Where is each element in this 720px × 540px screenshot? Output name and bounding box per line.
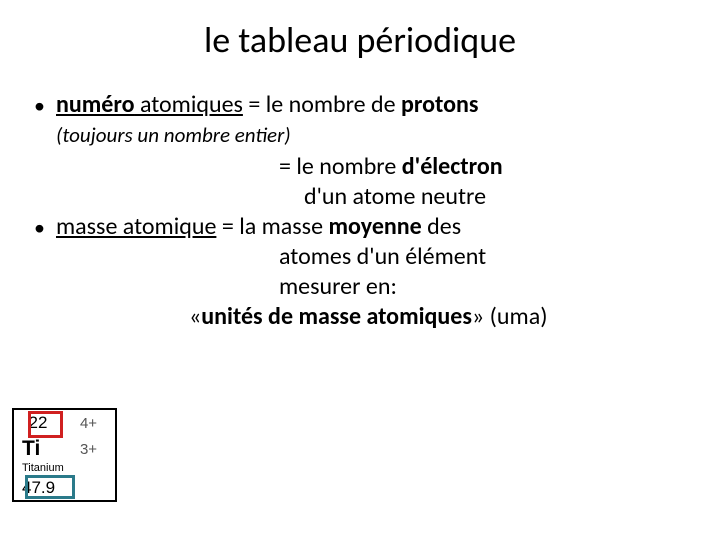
quote-close: » (uma) (472, 302, 548, 331)
note-entier: (toujours un nombre entier) (34, 120, 700, 152)
element-name: Titanium (14, 462, 115, 476)
tile-row-2: Ti 3+ (14, 436, 115, 462)
bullet-masse-atomique: • masse atomique = la masse moyenne des (34, 212, 700, 242)
res-protons: protons (401, 90, 478, 119)
bold-unites: unités de masse atomiques (201, 302, 472, 331)
line-atomes: atomes d'un élément (34, 242, 700, 272)
bold-moyenne: moyenne (328, 212, 421, 241)
quote-open: « (189, 302, 201, 331)
eq-text: = le nombre de (243, 90, 401, 119)
line-electron-a: = le nombre d'électron (34, 152, 700, 182)
eq-masse: = la masse (216, 212, 328, 241)
content-area: • numéro atomiques = le nombre de proton… (0, 90, 720, 332)
element-tile-titanium: 22 4+ Ti 3+ Titanium 47.9 (12, 408, 117, 502)
line-mesurer: mesurer en: (34, 272, 700, 302)
eq-electron: = le nombre (279, 152, 402, 181)
bullet-dot: • (34, 90, 56, 120)
bullet-text: masse atomique = la masse moyenne des (56, 212, 461, 242)
line-electron-b: d'un atome neutre (34, 182, 700, 212)
highlight-atomic-mass (25, 475, 75, 499)
term-atomiques: atomiques (135, 90, 243, 119)
res-des: des (422, 212, 461, 241)
term-masse: masse atomique (56, 212, 216, 241)
oxidation-1: 4+ (62, 415, 115, 432)
term-numero: numéro (56, 90, 135, 119)
page-title: le tableau périodique (0, 0, 720, 90)
line-uma: «unités de masse atomiques» (uma) (34, 302, 700, 332)
highlight-atomic-number (28, 411, 63, 438)
oxidation-2: 3+ (62, 441, 115, 458)
bullet-text: numéro atomiques = le nombre de protons (56, 90, 479, 120)
bullet-numero-atomique: • numéro atomiques = le nombre de proton… (34, 90, 700, 120)
bold-electron: d'électron (402, 152, 503, 181)
element-symbol: Ti (14, 437, 62, 461)
bullet-dot: • (34, 212, 56, 242)
